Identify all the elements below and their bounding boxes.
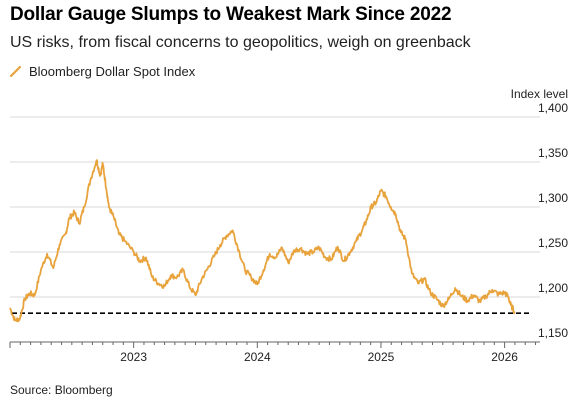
chart-subtitle: US risks, from fiscal concerns to geopol… — [10, 34, 471, 51]
grid-layer — [10, 116, 540, 343]
y-tick-label: 1,350 — [538, 146, 568, 160]
legend: Bloomberg Dollar Spot Index — [10, 64, 195, 79]
series-layer — [9, 159, 516, 323]
y-tick-label: 1,300 — [538, 191, 568, 205]
x-tick-label: 2024 — [244, 350, 271, 364]
y-tick-label: 1,200 — [538, 281, 568, 295]
series-line-dollar-index — [9, 159, 516, 323]
y-tick-label: 1,250 — [538, 236, 568, 250]
x-tick-label: 2023 — [120, 350, 147, 364]
source-note: Source: Bloomberg — [10, 383, 113, 397]
x-tick-label: 2025 — [368, 350, 395, 364]
y-tick-label: 1,400 — [538, 101, 568, 115]
y-axis-title: Index level — [511, 87, 568, 101]
x-tick-label: 2026 — [491, 350, 518, 364]
chart-title: Dollar Gauge Slumps to Weakest Mark Sinc… — [10, 4, 452, 25]
y-tick-label: 1,150 — [538, 326, 568, 340]
orange-slash-icon — [10, 66, 21, 77]
legend-label: Bloomberg Dollar Spot Index — [29, 64, 196, 79]
